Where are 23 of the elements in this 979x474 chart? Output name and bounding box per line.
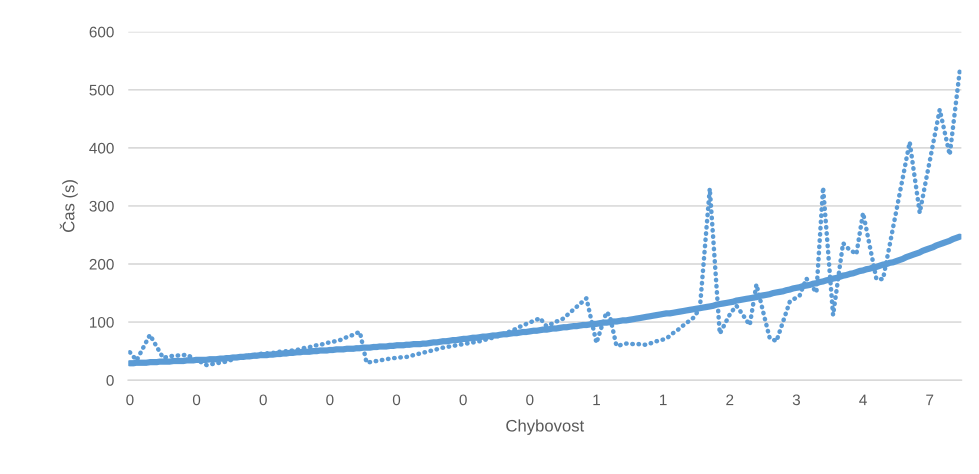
- x-tick-label: 0: [526, 394, 534, 406]
- x-tick-label: 0: [260, 394, 267, 406]
- y-axis-title: Čas (s): [60, 180, 78, 232]
- x-tick-label: 7: [926, 394, 934, 406]
- x-tick-label: 0: [326, 394, 334, 406]
- x-axis-title: Chybovost: [506, 419, 584, 435]
- y-tick-label: 100: [90, 316, 114, 328]
- x-tick-label: 0: [126, 394, 134, 406]
- x-tick-label: 0: [192, 394, 200, 406]
- x-tick-label: 0: [460, 394, 467, 406]
- line-series: [128, 69, 962, 368]
- x-tick-label: 2: [726, 394, 734, 406]
- y-tick-label: 600: [90, 26, 114, 38]
- y-tick-label: 400: [89, 142, 114, 154]
- x-tick-label: 1: [660, 394, 667, 406]
- y-tick-label: 300: [89, 200, 114, 212]
- x-tick-label: 0: [392, 394, 400, 406]
- y-tick-label: 200: [90, 258, 114, 270]
- y-tick-label: 0: [106, 375, 114, 386]
- x-tick-label: 1: [593, 394, 600, 406]
- y-tick-label: 500: [89, 84, 114, 96]
- x-tick-label: 3: [792, 394, 800, 406]
- x-tick-label: 4: [859, 394, 867, 406]
